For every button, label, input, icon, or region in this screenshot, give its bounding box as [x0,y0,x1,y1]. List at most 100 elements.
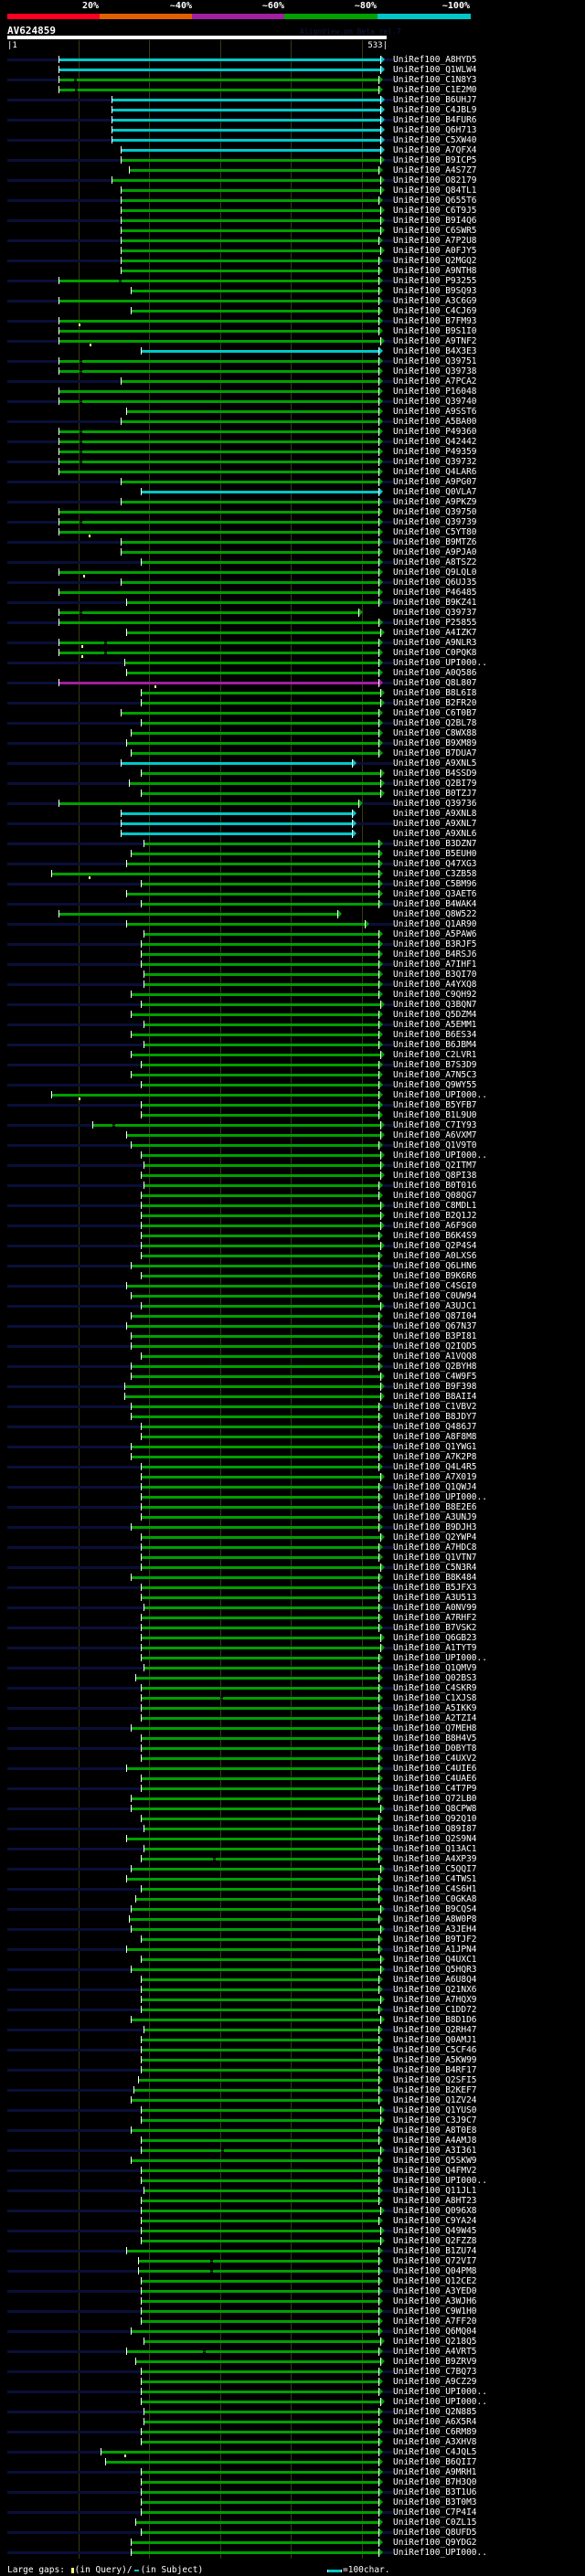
alignment-bar[interactable] [112,139,382,142]
alignment-bar[interactable] [127,1948,380,1951]
alignment-bar[interactable] [127,1325,380,1328]
alignment-bar[interactable] [131,732,380,735]
alignment-bar[interactable] [112,99,382,101]
alignment-bar[interactable] [122,541,380,544]
hit-row[interactable]: UniRef100_A3I361 [0,2146,585,2156]
hit-name-link[interactable]: UniRef100_Q47XG3 [393,859,477,869]
hit-row[interactable]: UniRef100_Q1V9T0 [0,1140,585,1150]
hit-name-link[interactable]: UniRef100_B9ICP5 [393,155,477,165]
hit-name-link[interactable]: UniRef100_B8L6I8 [393,688,477,698]
alignment-bar[interactable] [142,1988,380,1991]
alignment-bar[interactable] [58,89,380,91]
hit-row[interactable]: UniRef100_A4VRT5 [0,2347,585,2357]
hit-name-link[interactable]: UniRef100_C4UAE6 [393,1774,477,1784]
hit-row[interactable]: UniRef100_A7N5C3 [0,1070,585,1080]
alignment-bar[interactable] [131,752,380,755]
hit-name-link[interactable]: UniRef100_Q4UXC1 [393,1955,477,1965]
hit-row[interactable]: UniRef100_C1XJS8 [0,1693,585,1703]
hit-name-link[interactable]: UniRef100_Q2ITM7 [393,1161,477,1171]
alignment-bar[interactable] [144,843,380,845]
hit-row[interactable]: UniRef100_C3ZB58 [0,869,585,879]
alignment-bar[interactable] [58,471,380,473]
alignment-bar[interactable] [122,219,382,222]
hit-row[interactable]: UniRef100_C7IY93 [0,1120,585,1130]
hit-name-link[interactable]: UniRef100_Q8CPW8 [393,1804,477,1814]
hit-name-link[interactable]: UniRef100_A4IZK7 [393,628,477,638]
hit-name-link[interactable]: UniRef100_B0TZJ7 [393,789,477,799]
hit-row[interactable]: UniRef100_Q2P4S4 [0,1241,585,1251]
hit-name-link[interactable]: UniRef100_A4YXQ8 [393,980,477,990]
alignment-bar[interactable] [142,1637,382,1639]
alignment-bar[interactable] [142,1235,380,1237]
alignment-bar[interactable] [142,2491,380,2494]
hit-row[interactable]: UniRef100_C4CJ69 [0,306,585,316]
hit-name-link[interactable]: UniRef100_B4WAK4 [393,899,477,909]
alignment-bar[interactable] [131,1265,380,1267]
alignment-bar[interactable] [122,229,382,232]
hit-name-link[interactable]: UniRef100_Q04PM8 [393,2266,477,2276]
alignment-bar[interactable] [142,1647,382,1649]
alignment-bar[interactable] [127,923,367,926]
alignment-bar[interactable] [127,2350,380,2353]
alignment-bar[interactable] [142,2069,380,2072]
alignment-bar[interactable] [142,2179,380,2182]
alignment-bar[interactable] [142,2139,380,2142]
alignment-bar[interactable] [127,2250,380,2253]
hit-row[interactable]: UniRef100_Q11JL1 [0,2186,585,2196]
alignment-bar[interactable] [58,280,380,282]
hit-name-link[interactable]: UniRef100_A6U8Q4 [393,1975,477,1985]
alignment-bar[interactable] [131,1415,380,1418]
alignment-bar[interactable] [133,2089,380,2092]
hit-row[interactable]: UniRef100_A3JEH4 [0,1924,585,1935]
hit-row[interactable]: UniRef100_Q67N37 [0,1321,585,1331]
alignment-bar[interactable] [142,1476,382,1479]
alignment-bar[interactable] [142,2280,380,2283]
hit-name-link[interactable]: UniRef100_Q13AC1 [393,1844,477,1854]
alignment-bar[interactable] [142,2441,380,2443]
hit-row[interactable]: UniRef100_Q47XG3 [0,859,585,869]
alignment-bar[interactable] [142,1436,380,1438]
hit-row[interactable]: UniRef100_A9MRH1 [0,2467,585,2477]
hit-name-link[interactable]: UniRef100_B7FM93 [393,316,477,326]
hit-row[interactable]: UniRef100_A3WJH6 [0,2296,585,2306]
hit-row[interactable]: UniRef100_C5QQI7 [0,1864,585,1874]
alignment-bar[interactable] [127,863,380,865]
hit-name-link[interactable]: UniRef100_Q4LAR6 [393,467,477,477]
hit-name-link[interactable]: UniRef100_UPI000.. [393,2548,487,2558]
alignment-bar[interactable] [112,109,382,111]
hit-name-link[interactable]: UniRef100_A7N5C3 [393,1070,477,1080]
hit-row[interactable]: UniRef100_C4JQL5 [0,2447,585,2457]
hit-row[interactable]: UniRef100_C4UXV2 [0,1754,585,1764]
hit-row[interactable]: UniRef100_B4WAK4 [0,899,585,909]
hit-name-link[interactable]: UniRef100_C4UIE6 [393,1764,477,1774]
hit-row[interactable]: UniRef100_Q39750 [0,507,585,517]
hit-name-link[interactable]: UniRef100_Q02BS3 [393,1673,477,1683]
hit-row[interactable]: UniRef100_B4FUR6 [0,115,585,125]
alignment-bar[interactable] [142,1506,380,1509]
hit-name-link[interactable]: UniRef100_Q39732 [393,457,477,467]
alignment-bar[interactable] [142,2119,382,2122]
hit-name-link[interactable]: UniRef100_Q6UJ35 [393,578,477,588]
alignment-bar[interactable] [122,199,380,202]
hit-row[interactable]: UniRef100_Q6LHN6 [0,1261,585,1271]
hit-row[interactable]: UniRef100_Q39736 [0,799,585,809]
hit-row[interactable]: UniRef100_A3U513 [0,1593,585,1603]
hit-row[interactable]: UniRef100_Q39737 [0,608,585,618]
alignment-bar[interactable] [142,2049,380,2051]
hit-row[interactable]: UniRef100_Q1YUS0 [0,2105,585,2115]
hit-name-link[interactable]: UniRef100_A5BA00 [393,417,477,427]
hit-name-link[interactable]: UniRef100_Q39739 [393,517,477,527]
hit-row[interactable]: UniRef100_A8T0E8 [0,2125,585,2136]
alignment-bar[interactable] [124,662,380,664]
hit-row[interactable]: UniRef100_Q1WLW4 [0,65,585,75]
hit-row[interactable]: UniRef100_A9TNF2 [0,336,585,346]
alignment-bar[interactable] [142,2149,382,2152]
hit-name-link[interactable]: UniRef100_Q1VTN7 [393,1553,477,1563]
hit-name-link[interactable]: UniRef100_A3I361 [393,2146,477,2156]
alignment-bar[interactable] [122,822,354,825]
hit-row[interactable]: UniRef100_Q096X8 [0,2206,585,2216]
alignment-bar[interactable] [142,1536,382,1539]
hit-name-link[interactable]: UniRef100_A7IHF1 [393,959,477,970]
hit-name-link[interactable]: UniRef100_Q2BYH8 [393,1362,477,1372]
hit-row[interactable]: UniRef100_B6UHJ7 [0,95,585,105]
